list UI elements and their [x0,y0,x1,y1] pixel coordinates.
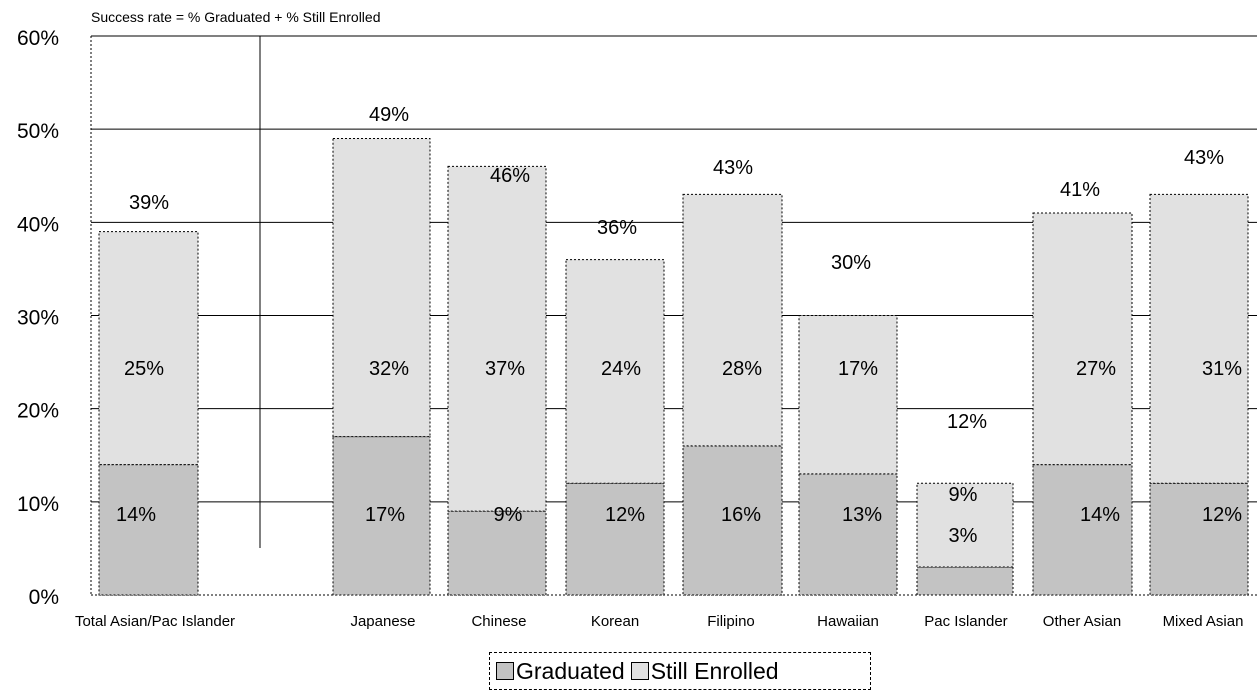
bar-graduated [565,482,665,596]
bar-still-enrolled [682,193,783,447]
bar-graduated [1149,482,1249,596]
bar-still-enrolled [798,315,898,475]
legend-label-still-enrolled: Still Enrolled [650,657,779,684]
bar-still-enrolled [447,165,547,512]
data-label-graduated: 14% [116,504,156,526]
bar-graduated [98,464,199,596]
data-label-still-enrolled: 27% [1076,358,1116,380]
bar-still-enrolled [916,482,1014,568]
data-label-graduated: 12% [605,504,645,526]
y-tick-label: 20% [17,400,59,423]
x-tick-label: Chinese [471,613,526,630]
bar-still-enrolled [332,137,431,438]
y-tick-label: 40% [17,213,59,236]
bar-graduated [1032,464,1133,596]
data-label-graduated: 14% [1080,504,1120,526]
data-label-total: 41% [1060,179,1100,201]
legend-swatch-graduated [496,662,514,680]
bar-graduated [798,473,898,596]
legend-item-graduated: Graduated [496,658,625,685]
data-label-total: 30% [831,252,871,274]
y-tick-label: 50% [17,120,59,143]
bar-graduated [447,510,547,596]
legend-swatch-still-enrolled [630,662,649,680]
data-label-graduated: 3% [949,525,978,547]
data-label-graduated: 17% [365,504,405,526]
data-label-still-enrolled: 28% [722,358,762,380]
x-tick-label: Other Asian [1043,613,1121,630]
data-label-total: 12% [947,411,987,433]
data-label-graduated: 12% [1202,504,1242,526]
legend-item-still-enrolled: Still Enrolled [630,657,779,685]
data-label-still-enrolled: 9% [949,484,978,506]
data-label-total: 49% [369,104,409,126]
x-tick-label: Filipino [707,613,755,630]
bar-graduated [916,566,1014,596]
x-tick-label: Pac Islander [924,613,1007,630]
chart-subtitle: Success rate = % Graduated + % Still Enr… [91,9,381,25]
x-tick-label: Japanese [350,613,415,630]
legend-label-graduated: Graduated [516,657,625,684]
data-label-total: 39% [129,192,169,214]
data-label-total: 43% [713,157,753,179]
data-label-total: 43% [1184,147,1224,169]
data-label-graduated: 9% [494,504,523,526]
x-tick-label: Total Asian/Pac Islander [75,613,235,630]
x-tick-label: Mixed Asian [1163,613,1244,630]
y-tick-label: 30% [17,307,59,330]
y-tick-label: 10% [17,493,59,516]
bar-graduated [682,445,783,596]
y-tick-label: 0% [29,586,59,609]
data-label-still-enrolled: 37% [485,358,525,380]
data-label-still-enrolled: 31% [1202,358,1242,380]
bar-still-enrolled [1032,212,1133,466]
data-label-total: 46% [490,165,530,187]
bar-still-enrolled [98,231,199,466]
x-tick-label: Korean [591,613,639,630]
data-label-still-enrolled: 25% [124,358,164,380]
data-label-total: 36% [597,217,637,239]
data-label-graduated: 16% [721,504,761,526]
data-label-still-enrolled: 24% [601,358,641,380]
bar-still-enrolled [1149,193,1249,484]
legend: Graduated Still Enrolled [489,652,871,690]
data-label-still-enrolled: 17% [838,358,878,380]
bar-still-enrolled [565,259,665,484]
data-label-still-enrolled: 32% [369,358,409,380]
y-tick-label: 60% [17,27,59,50]
x-tick-label: Hawaiian [817,613,879,630]
data-label-graduated: 13% [842,504,882,526]
